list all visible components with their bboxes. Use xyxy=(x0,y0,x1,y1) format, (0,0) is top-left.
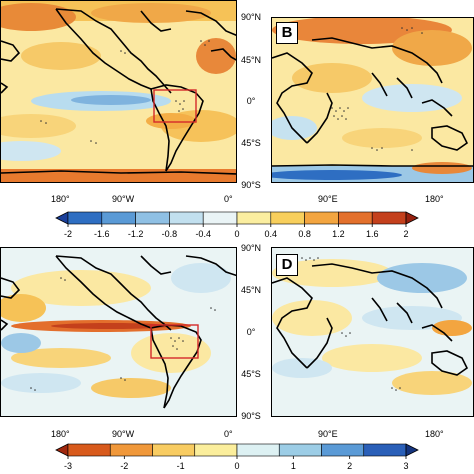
colorbar-bottom-swatch xyxy=(278,443,322,457)
colorbar-top-tick-label: -1.2 xyxy=(128,229,144,239)
lat-label-90s-bottom: 90°S xyxy=(241,411,261,421)
colorbar-bottom-swatch xyxy=(236,443,280,457)
colorbar-top-tick-label: -2 xyxy=(64,229,72,239)
colorbar-top-extend-low xyxy=(55,211,69,225)
colorbar-top-swatch xyxy=(202,211,238,225)
colorbar-top-swatch xyxy=(338,211,373,225)
lat-label-45n-bottom: 45°N xyxy=(240,285,262,295)
colorbar-top-swatch xyxy=(371,211,407,225)
lon-label-180-bottom-right: 180° xyxy=(425,429,444,439)
map-panel-d: D xyxy=(271,247,474,417)
map-a-field xyxy=(1,1,236,182)
region-box-a xyxy=(153,89,197,123)
lat-label-90n-bottom: 90°N xyxy=(240,243,262,253)
lon-label-90e-bottom: 90°E xyxy=(318,429,338,439)
colorbar-top-swatch xyxy=(270,211,305,225)
colorbar-top-swatch xyxy=(236,211,272,225)
colorbar-bottom-swatch xyxy=(321,443,365,457)
map-b-field xyxy=(272,18,473,182)
lon-label-180-bottom-left: 180° xyxy=(51,429,70,439)
colorbar-top-swatch xyxy=(135,211,170,225)
colorbar-bottom-tick-label: -3 xyxy=(64,461,72,471)
colorbar-top-tick-label: 0.8 xyxy=(298,229,311,239)
colorbar-bottom-swatch xyxy=(109,443,153,457)
panel-letter-d: D xyxy=(276,254,298,276)
map-d-field xyxy=(272,248,473,416)
colorbar-bottom-tick-label: 3 xyxy=(403,461,408,471)
colorbar-top-tick-label: -1.6 xyxy=(94,229,110,239)
colorbar-top-tick-label: -0.8 xyxy=(162,229,178,239)
lat-label-45s-bottom: 45°S xyxy=(241,369,261,379)
colorbar-bottom-tick-label: 1 xyxy=(291,461,296,471)
lon-label-90e-top: 90°E xyxy=(318,194,338,204)
colorbar-bottom-tick-label: 0 xyxy=(234,461,239,471)
colorbar-top-swatch xyxy=(304,211,339,225)
colorbar-bottom-tick-label: -1 xyxy=(177,461,185,471)
colorbar-bottom-swatch xyxy=(194,443,238,457)
map-b-coastlines xyxy=(272,27,473,167)
panel-letter-b: B xyxy=(276,22,298,44)
lon-label-180-top-right: 180° xyxy=(425,194,444,204)
lon-label-0-bottom: 0° xyxy=(224,429,233,439)
colorbar-bottom-extend-high xyxy=(405,443,419,457)
map-panel-b: B xyxy=(271,17,474,183)
colorbar-top-tick-label: 1.6 xyxy=(366,229,379,239)
lon-label-90w-top: 90°W xyxy=(112,194,135,204)
map-c-coastlines xyxy=(1,255,236,409)
lon-label-90w-bottom: 90°W xyxy=(112,429,135,439)
colorbar-top-swatch xyxy=(169,211,204,225)
colorbar-bottom-swatch xyxy=(152,443,196,457)
colorbar-top-tick-label: 0 xyxy=(234,229,239,239)
map-d-coastlines xyxy=(272,257,469,391)
map-a-coastlines xyxy=(1,8,236,175)
lat-label-0-top: 0° xyxy=(246,96,256,106)
lat-label-90s-top: 90°S xyxy=(241,180,261,190)
region-box-c xyxy=(150,324,199,359)
colorbar-bottom-tick-label: 2 xyxy=(347,461,352,471)
colorbar-top-tick-label: 2 xyxy=(403,229,408,239)
colorbar-top: -2 -1.6 -1.2 -0.8 -0.4 0 0.4 0.8 1.2 1.6 2 xyxy=(55,211,419,239)
lat-label-45n-top: 45°N xyxy=(240,55,262,65)
lon-label-180-top-left: 180° xyxy=(51,194,70,204)
lat-label-45s-top: 45°S xyxy=(241,138,261,148)
colorbar-top-swatch xyxy=(101,211,136,225)
colorbar-top-extend-high xyxy=(405,211,419,225)
map-panel-a xyxy=(0,0,237,183)
colorbar-bottom-extend-low xyxy=(55,443,69,457)
colorbar-top-tick-label: -0.4 xyxy=(195,229,211,239)
colorbar-bottom-swatch xyxy=(363,443,407,457)
lat-label-90n-top: 90°N xyxy=(240,12,262,22)
lat-label-0-bottom: 0° xyxy=(246,327,256,337)
colorbar-bottom: -3 -2 -1 0 1 2 3 xyxy=(55,443,419,471)
colorbar-top-tick-label: 1.2 xyxy=(332,229,345,239)
colorbar-bottom-swatch xyxy=(67,443,111,457)
colorbar-top-swatch xyxy=(67,211,103,225)
colorbar-top-tick-label: 0.4 xyxy=(265,229,278,239)
lon-label-0-top: 0° xyxy=(224,194,233,204)
map-panel-c xyxy=(0,247,237,417)
colorbar-bottom-tick-label: -2 xyxy=(120,461,128,471)
